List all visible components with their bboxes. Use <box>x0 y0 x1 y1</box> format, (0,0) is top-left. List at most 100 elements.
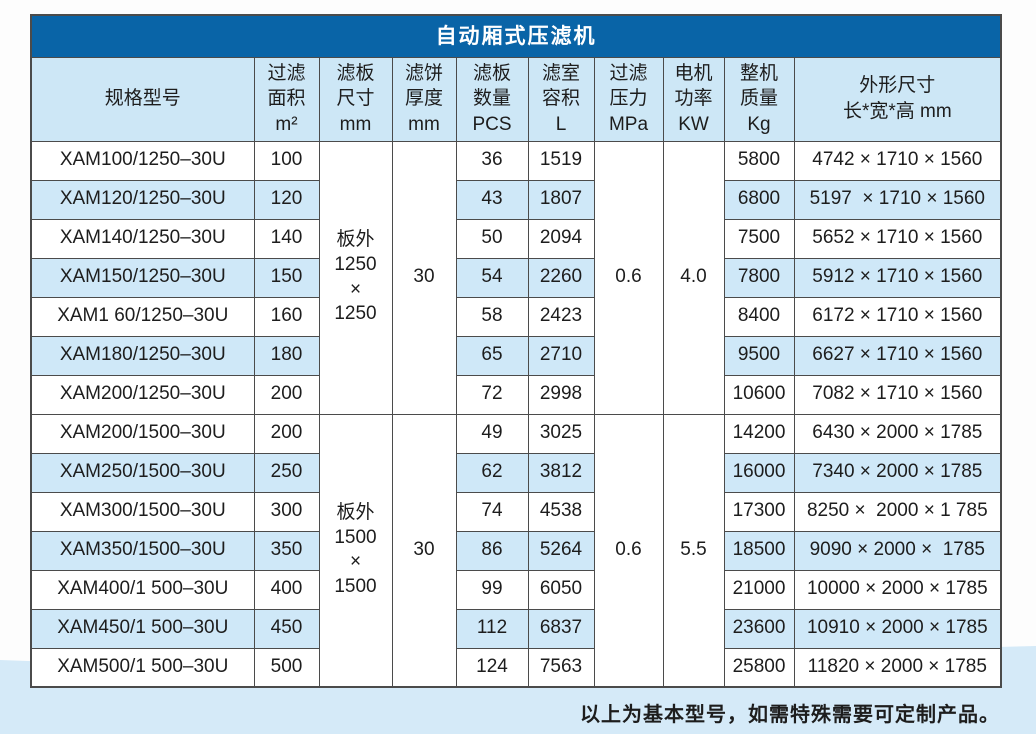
area-cell: 200 <box>253 413 320 454</box>
area-cell: 200 <box>253 374 320 415</box>
weight-cell: 23600 <box>723 608 795 649</box>
pressure-cell: 0.6 <box>593 413 664 688</box>
dimensions-cell: 6430 × 2000 × 1785 <box>793 413 1002 454</box>
model-cell: XAM300/1500–30U <box>30 491 255 532</box>
weight-cell: 8400 <box>723 296 795 337</box>
table-title-row: 自动厢式压滤机 <box>30 14 1002 58</box>
col-header-chamber-volume: 滤室 容积 L <box>527 56 595 142</box>
dimensions-cell: 6627 × 1710 × 1560 <box>793 335 1002 376</box>
plate-count-cell: 49 <box>455 413 529 454</box>
cake-thickness-cell: 30 <box>391 413 457 688</box>
table-row: XAM150/1250–30U 150 54 2260 7800 5912 × … <box>30 257 1002 298</box>
table-row: XAM400/1 500–30U 400 99 6050 21000 10000… <box>30 569 1002 610</box>
col-header-filter-pressure: 过滤 压力 MPa <box>593 56 664 142</box>
table-row: XAM300/1500–30U 300 74 4538 17300 8250 ×… <box>30 491 1002 532</box>
col-header-cake-thickness: 滤饼 厚度 mm <box>391 56 457 142</box>
model-cell: XAM400/1 500–30U <box>30 569 255 610</box>
power-cell: 5.5 <box>662 413 725 688</box>
weight-cell: 21000 <box>723 569 795 610</box>
volume-cell: 2094 <box>527 218 595 259</box>
table-row: XAM250/1500–30U 250 62 3812 16000 7340 ×… <box>30 452 1002 493</box>
volume-cell: 1807 <box>527 179 595 220</box>
plate-count-cell: 124 <box>455 647 529 688</box>
weight-cell: 25800 <box>723 647 795 688</box>
table-row: XAM100/1250–30U 100 板外 1250 × 1250 30 36… <box>30 140 1002 415</box>
dimensions-cell: 4742 × 1710 × 1560 <box>793 140 1002 181</box>
weight-cell: 5800 <box>723 140 795 181</box>
spec-table: 自动厢式压滤机 规格型号 过滤 面积 m² 滤板 尺寸 mm 滤饼 厚度 mm … <box>30 14 1003 688</box>
volume-cell: 2710 <box>527 335 595 376</box>
area-cell: 250 <box>253 452 320 493</box>
area-cell: 400 <box>253 569 320 610</box>
model-cell: XAM140/1250–30U <box>30 218 255 259</box>
weight-cell: 9500 <box>723 335 795 376</box>
table-row: XAM120/1250–30U 120 43 1807 6800 5197 × … <box>30 179 1002 220</box>
model-cell: XAM450/1 500–30U <box>30 608 255 649</box>
area-cell: 140 <box>253 218 320 259</box>
col-header-plate-count: 滤板 数量 PCS <box>455 56 529 142</box>
volume-cell: 6837 <box>527 608 595 649</box>
weight-cell: 17300 <box>723 491 795 532</box>
col-header-dimensions: 外形尺寸 长*宽*高 mm <box>793 56 1002 142</box>
table-row: XAM350/1500–30U 350 86 5264 18500 9090 ×… <box>30 530 1002 571</box>
plate-count-cell: 65 <box>455 335 529 376</box>
cake-thickness-cell: 30 <box>391 140 457 415</box>
area-cell: 350 <box>253 530 320 571</box>
volume-cell: 3812 <box>527 452 595 493</box>
weight-cell: 10600 <box>723 374 795 415</box>
dimensions-cell: 7082 × 1710 × 1560 <box>793 374 1002 415</box>
dimensions-cell: 7340 × 2000 × 1785 <box>793 452 1002 493</box>
weight-cell: 18500 <box>723 530 795 571</box>
model-cell: XAM500/1 500–30U <box>30 647 255 688</box>
volume-cell: 2260 <box>527 257 595 298</box>
weight-cell: 7800 <box>723 257 795 298</box>
dimensions-cell: 11820 × 2000 × 1785 <box>793 647 1002 688</box>
pressure-cell: 0.6 <box>593 140 664 415</box>
power-cell: 4.0 <box>662 140 725 415</box>
area-cell: 120 <box>253 179 320 220</box>
table-title: 自动厢式压滤机 <box>30 14 1002 58</box>
volume-cell: 2998 <box>527 374 595 415</box>
dimensions-cell: 5197 × 1710 × 1560 <box>793 179 1002 220</box>
model-cell: XAM100/1250–30U <box>30 140 255 181</box>
plate-count-cell: 50 <box>455 218 529 259</box>
dimensions-cell: 5652 × 1710 × 1560 <box>793 218 1002 259</box>
model-cell: XAM250/1500–30U <box>30 452 255 493</box>
plate-count-cell: 62 <box>455 452 529 493</box>
area-cell: 500 <box>253 647 320 688</box>
dimensions-cell: 6172 × 1710 × 1560 <box>793 296 1002 337</box>
plate-size-cell: 板外 1500 × 1500 <box>318 413 393 688</box>
col-header-motor-power: 电机 功率 KW <box>662 56 725 142</box>
table-row: XAM450/1 500–30U 450 112 6837 23600 1091… <box>30 608 1002 649</box>
model-cell: XAM150/1250–30U <box>30 257 255 298</box>
footer-note: 以上为基本型号，如需特殊需要可定制产品。 <box>580 704 1000 726</box>
table-row: XAM200/1500–30U 200 板外 1500 × 1500 30 49… <box>30 413 1002 688</box>
model-cell: XAM200/1500–30U <box>30 413 255 454</box>
area-cell: 300 <box>253 491 320 532</box>
dimensions-cell: 10000 × 2000 × 1785 <box>793 569 1002 610</box>
plate-size-cell: 板外 1250 × 1250 <box>318 140 393 415</box>
volume-cell: 1519 <box>527 140 595 181</box>
plate-count-cell: 43 <box>455 179 529 220</box>
plate-count-cell: 112 <box>455 608 529 649</box>
plate-count-cell: 72 <box>455 374 529 415</box>
weight-cell: 6800 <box>723 179 795 220</box>
volume-cell: 3025 <box>527 413 595 454</box>
area-cell: 450 <box>253 608 320 649</box>
plate-count-cell: 54 <box>455 257 529 298</box>
dimensions-cell: 9090 × 2000 × 1785 <box>793 530 1002 571</box>
weight-cell: 14200 <box>723 413 795 454</box>
model-cell: XAM350/1500–30U <box>30 530 255 571</box>
col-header-model: 规格型号 <box>30 56 255 142</box>
volume-cell: 7563 <box>527 647 595 688</box>
volume-cell: 6050 <box>527 569 595 610</box>
dimensions-cell: 8250 × 2000 × 1 785 <box>793 491 1002 532</box>
weight-cell: 16000 <box>723 452 795 493</box>
table-row: XAM140/1250–30U 140 50 2094 7500 5652 × … <box>30 218 1002 259</box>
table-row: XAM500/1 500–30U 500 124 7563 25800 1182… <box>30 647 1002 688</box>
area-cell: 150 <box>253 257 320 298</box>
table-row: XAM1 60/1250–30U 160 58 2423 8400 6172 ×… <box>30 296 1002 337</box>
col-header-machine-weight: 整机 质量 Kg <box>723 56 795 142</box>
volume-cell: 5264 <box>527 530 595 571</box>
table-row: XAM180/1250–30U 180 65 2710 9500 6627 × … <box>30 335 1002 376</box>
